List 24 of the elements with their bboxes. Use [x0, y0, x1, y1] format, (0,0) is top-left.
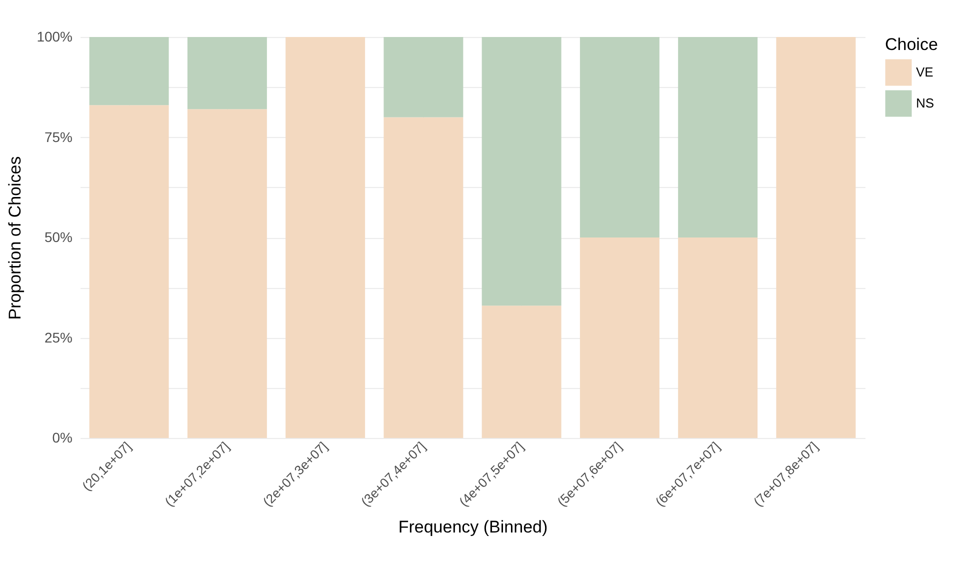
y-tick-label: 50% [44, 229, 72, 245]
bar [482, 306, 562, 438]
legend-label: NS [916, 96, 934, 110]
bar [384, 117, 464, 438]
bar [286, 37, 366, 438]
bar [89, 37, 169, 106]
bar [580, 238, 660, 438]
bar [678, 238, 758, 438]
bar [384, 37, 464, 118]
y-tick-label: 75% [44, 128, 72, 145]
bar [187, 37, 267, 110]
bar [580, 37, 660, 238]
legend-label: VE [916, 64, 934, 80]
bar [89, 105, 169, 438]
y-tick-label: 0% [52, 430, 72, 446]
y-axis-title: Proportion of Choices [6, 156, 25, 320]
legend-title: Choice [885, 35, 938, 54]
bar [482, 37, 562, 306]
y-tick-label: 100% [36, 28, 72, 44]
bar [187, 109, 267, 438]
bar [776, 37, 856, 438]
x-axis-title: Frequency (Binned) [398, 517, 548, 536]
y-tick-label: 25% [44, 329, 72, 346]
bar [678, 37, 758, 238]
